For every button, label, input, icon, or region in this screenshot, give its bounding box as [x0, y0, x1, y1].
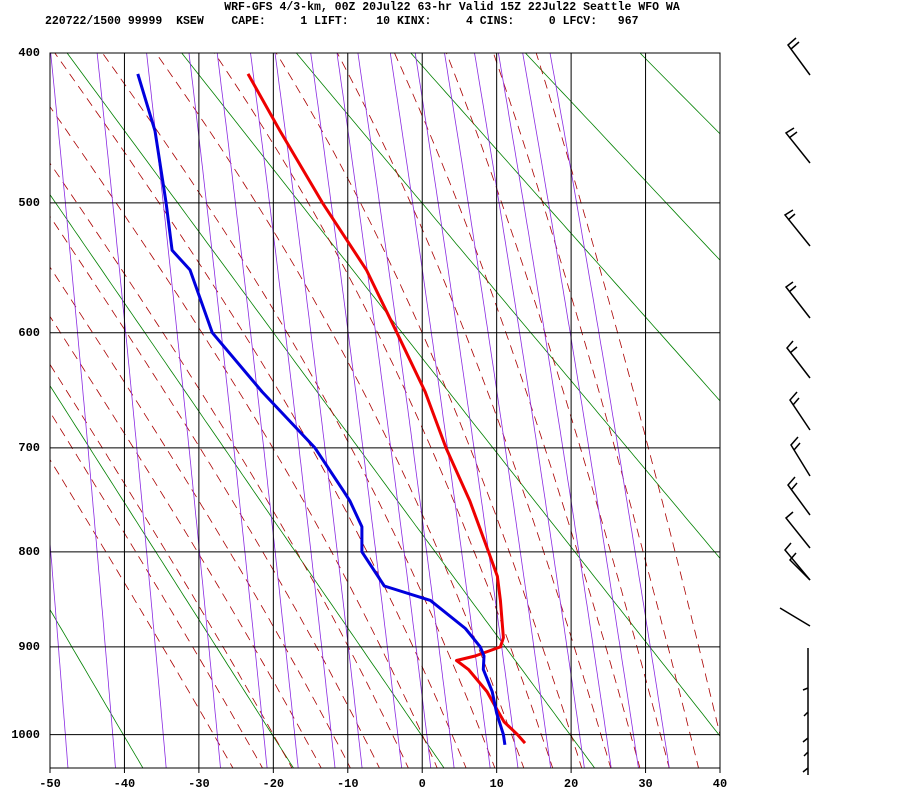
wind-barb	[788, 552, 811, 581]
moist-adiabat	[275, 53, 583, 768]
chart-subtitle: 220722/1500 99999 KSEW CAPE: 1 LIFT: 10 …	[45, 15, 639, 28]
wind-barb	[779, 607, 811, 627]
x-tick-label: -40	[114, 777, 136, 791]
x-tick-label: -20	[263, 777, 285, 791]
wind-barb	[787, 476, 811, 516]
dry-adiabat	[639, 53, 720, 135]
mixing-ratio-line	[216, 53, 299, 768]
dry-adiabat	[295, 53, 720, 559]
mixing-ratio-line	[444, 53, 552, 768]
y-tick-label: 400	[18, 46, 40, 60]
wind-barb	[784, 542, 811, 581]
moist-adiabat	[336, 53, 612, 768]
wind-barb	[784, 127, 811, 164]
wind-barb	[802, 648, 809, 775]
dry-adiabat	[410, 53, 720, 402]
mixing-ratio-line	[389, 53, 491, 768]
moist-adiabat	[50, 363, 293, 768]
moist-adiabat	[50, 215, 380, 768]
chart-title: WRF-GFS 4/3-km, 00Z 20Jul22 63-hr Valid …	[224, 1, 680, 14]
mixing-ratio-line	[50, 53, 116, 768]
moist-adiabat	[50, 266, 351, 768]
x-tick-label: 0	[419, 777, 426, 791]
thermo-lines	[0, 20, 900, 784]
dry-adiabat	[181, 53, 720, 737]
profile-line	[136, 73, 507, 746]
mixing-ratio-line	[414, 53, 519, 768]
profiles	[136, 73, 527, 746]
mixing-ratio-line	[310, 53, 403, 768]
mixing-ratio-line	[336, 53, 432, 768]
mixing-ratio-line	[497, 53, 612, 768]
mixing-ratio-line	[0, 20, 11, 784]
mixing-ratio-line	[357, 53, 455, 768]
mixing-ratio-line	[522, 53, 639, 768]
grid: 400 500 600 700 800 900 1000 -50 -40 -30 -20 -10 0 10…	[11, 46, 727, 791]
mixing-ratio-line	[274, 53, 363, 768]
moist-adiabat	[54, 53, 467, 768]
mixing-ratio-line	[50, 538, 69, 768]
dry-adiabat	[50, 608, 144, 768]
x-tick-label: -50	[39, 777, 61, 791]
mixing-ratio-line	[549, 53, 670, 768]
wind-barb	[786, 37, 811, 76]
mixing-ratio-line	[250, 53, 336, 768]
moist-adiabat	[445, 53, 670, 768]
mixing-ratio-line	[146, 53, 221, 768]
x-tick-label: -10	[337, 777, 359, 791]
moist-adiabat	[50, 411, 263, 768]
x-tick-label: -30	[188, 777, 210, 791]
moist-adiabat	[492, 53, 699, 768]
wind-barb	[786, 340, 811, 379]
x-tick-label: 40	[713, 777, 727, 791]
wind-barbs	[779, 37, 811, 775]
moist-adiabat	[394, 53, 641, 768]
moist-adiabat	[50, 458, 234, 768]
wind-barb	[790, 436, 811, 477]
mixing-ratio-line	[474, 53, 585, 768]
plot-frame	[49, 52, 721, 769]
y-tick-label: 500	[18, 196, 40, 210]
moist-adiabat	[214, 53, 554, 768]
x-tick-label: 30	[638, 777, 652, 791]
wind-barb	[789, 391, 811, 431]
wind-barb	[783, 209, 811, 247]
y-tick-label: 700	[18, 441, 40, 455]
dry-adiabat	[833, 20, 900, 784]
y-tick-label: 1000	[11, 728, 40, 742]
wind-barb	[784, 511, 811, 549]
dry-adiabat	[0, 20, 1, 784]
x-tick-label: 10	[489, 777, 503, 791]
moist-adiabat	[535, 53, 720, 737]
dry-adiabat	[50, 385, 294, 768]
x-tick-label: 20	[564, 777, 578, 791]
moist-adiabat	[50, 162, 409, 768]
y-tick-label: 900	[18, 640, 40, 654]
dry-adiabat	[50, 194, 445, 768]
wind-barb	[784, 281, 811, 319]
y-tick-label: 600	[18, 326, 40, 340]
mixing-ratio-line	[188, 53, 268, 768]
moist-adiabat	[50, 315, 322, 768]
moist-adiabat	[50, 106, 438, 768]
dry-adiabat	[524, 53, 720, 261]
y-tick-label: 800	[18, 545, 40, 559]
moist-adiabat	[102, 53, 496, 768]
dry-adiabat	[720, 20, 900, 784]
dry-adiabat	[66, 53, 596, 768]
mixing-ratio-line	[96, 53, 167, 768]
